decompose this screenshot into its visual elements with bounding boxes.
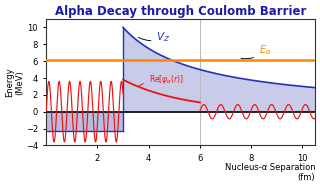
Title: Alpha Decay through Coulomb Barrier: Alpha Decay through Coulomb Barrier xyxy=(55,5,306,18)
Text: $\mathrm{Re}[\psi_\alpha(r)]$: $\mathrm{Re}[\psi_\alpha(r)]$ xyxy=(138,73,184,87)
Text: $V_Z$: $V_Z$ xyxy=(138,30,171,44)
Y-axis label: Energy
(MeV): Energy (MeV) xyxy=(5,67,24,97)
X-axis label: Nucleus-α Separation
(fm): Nucleus-α Separation (fm) xyxy=(225,163,315,182)
Text: $E_{\alpha}$: $E_{\alpha}$ xyxy=(241,43,271,59)
